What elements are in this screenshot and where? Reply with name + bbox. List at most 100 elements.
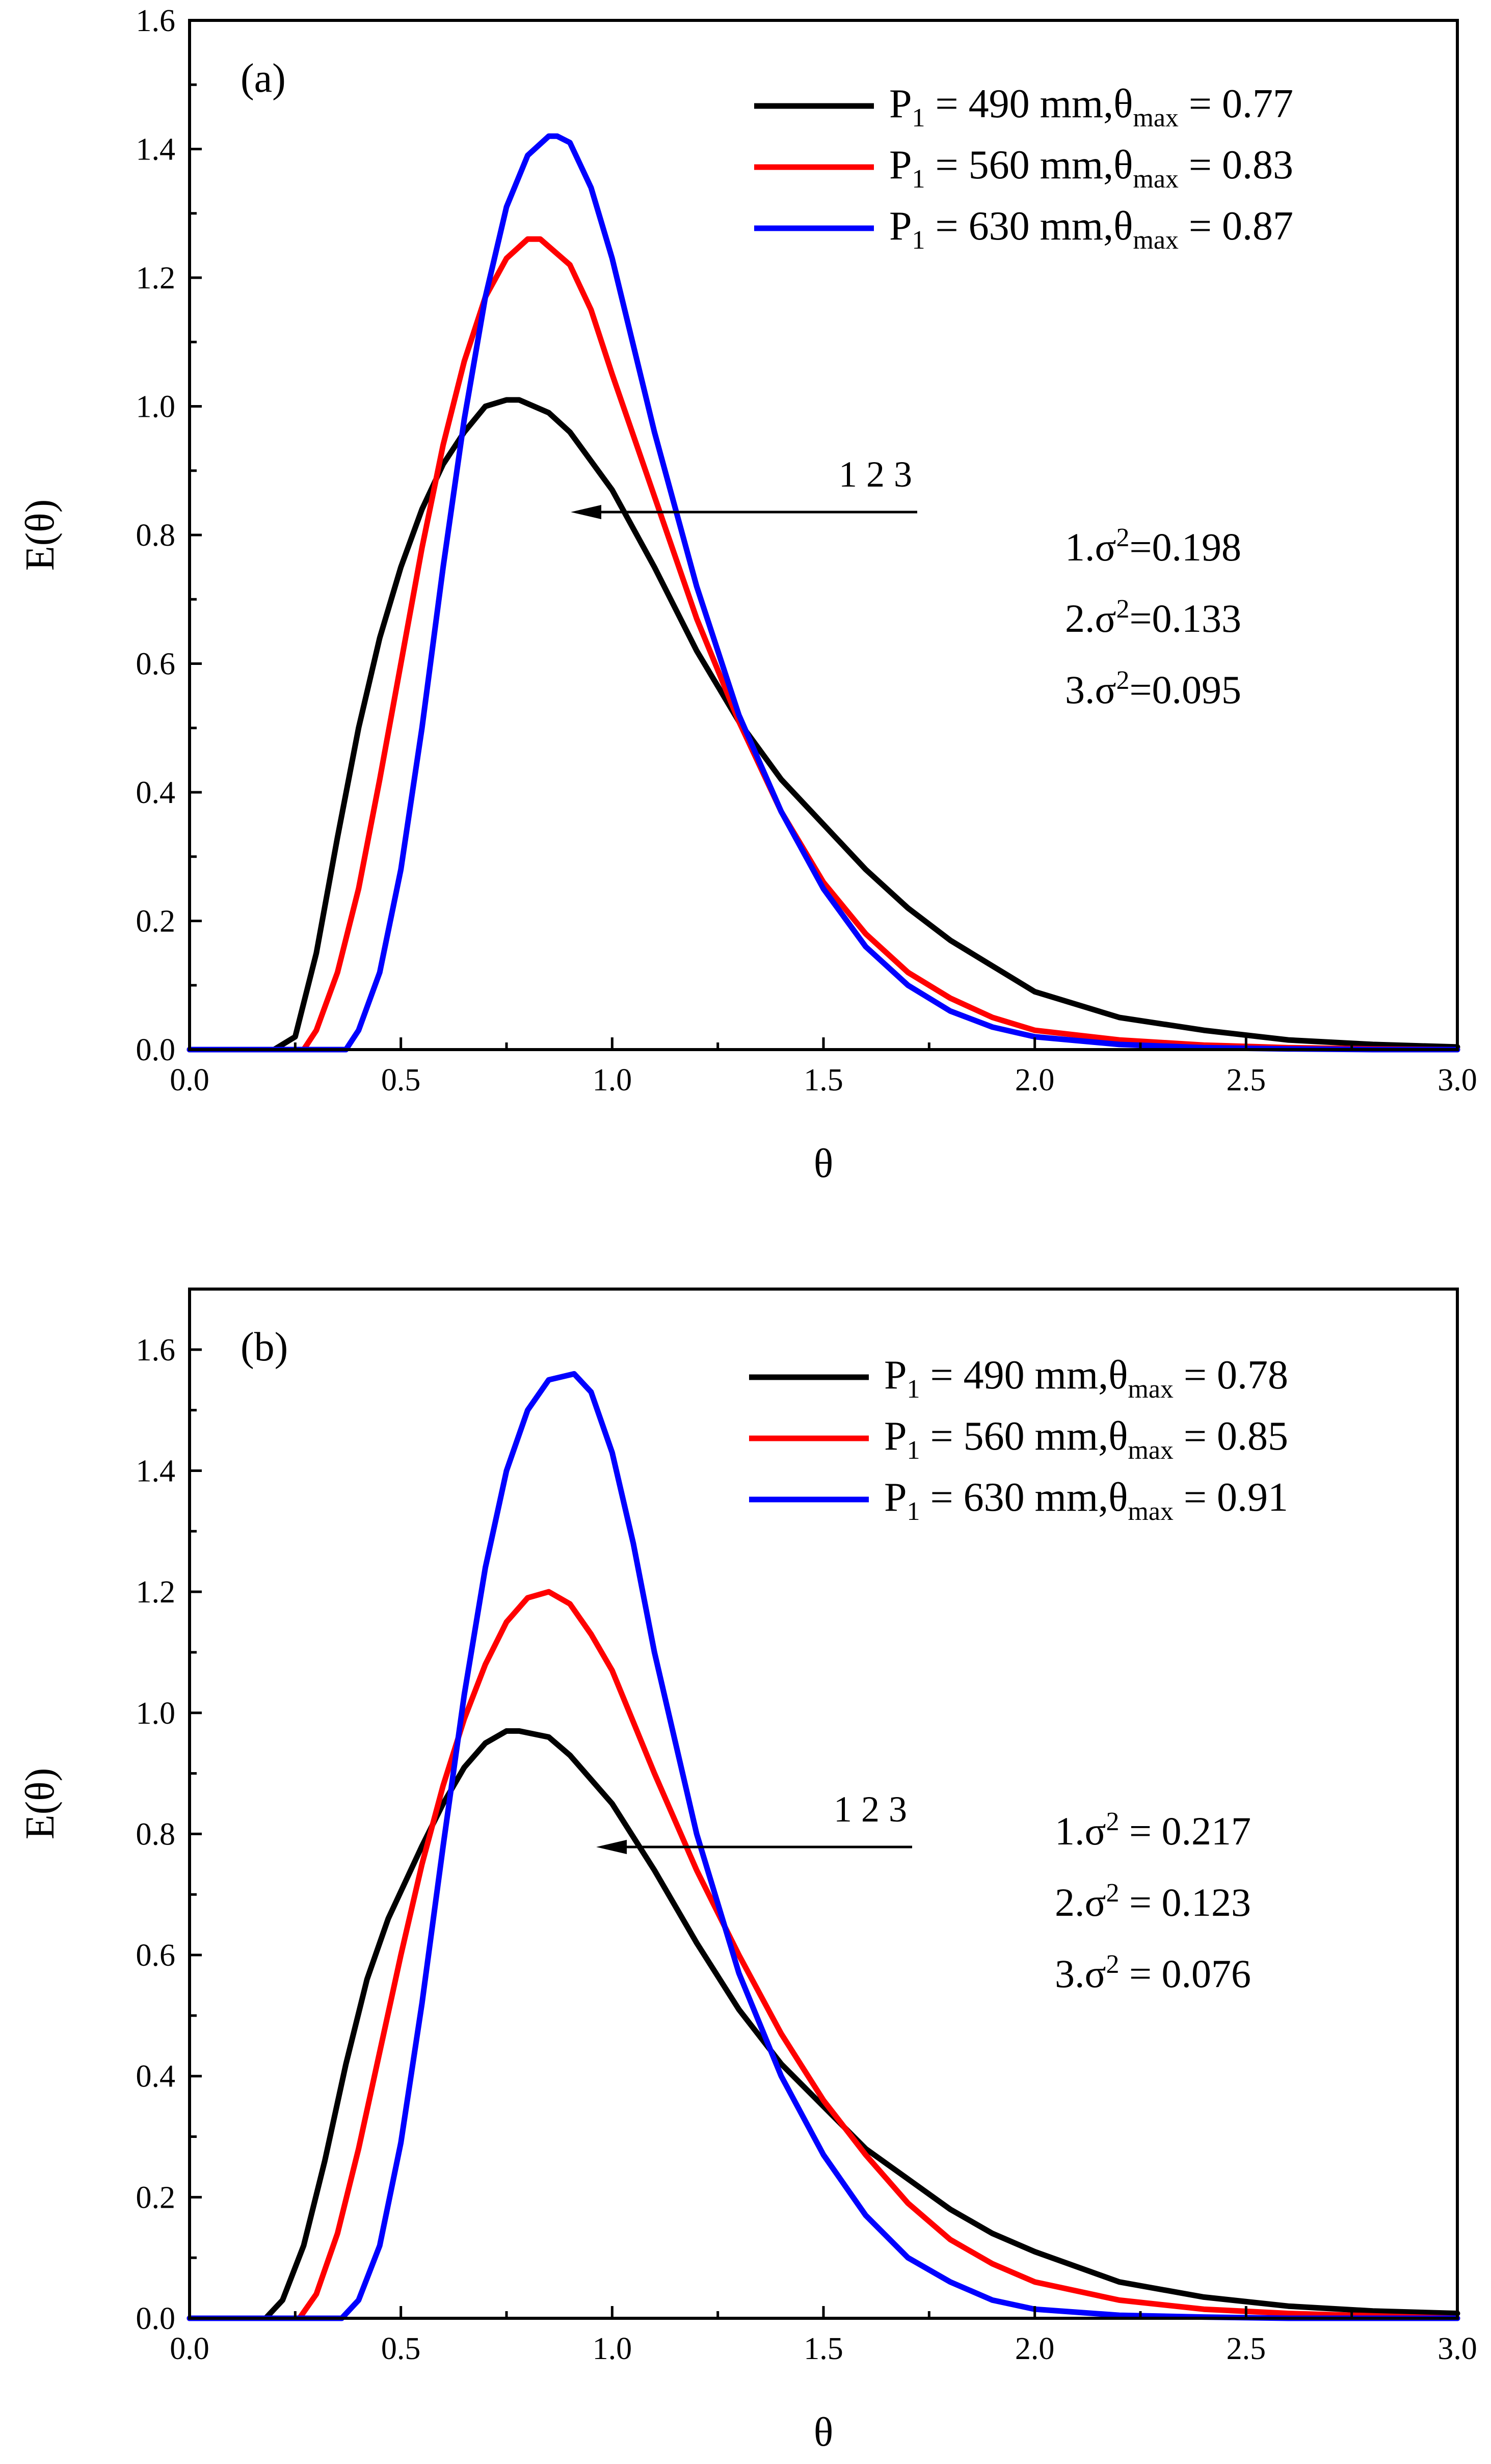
legend-text: P [889,143,912,188]
y-tick-label: 0.6 [136,647,176,682]
y-tick-label: 0.0 [136,1033,176,1067]
variance-annotation: 2.σ2=0.133 [1065,595,1241,640]
y-tick-label: 1.6 [136,4,176,38]
legend-subscript: 1 [907,1436,920,1465]
x-axis-label: θ [814,1141,833,1186]
x-tick-label: 1.5 [804,1063,843,1097]
x-axis-label: θ [814,2410,833,2455]
x-tick-label: 0.5 [381,1063,421,1097]
y-tick-label: 0.2 [136,2180,176,2215]
series-line-1 [187,397,1460,1053]
variance-superscript: 2 [1116,666,1130,695]
series-line-1 [187,1728,1460,2321]
variance-text: =0.095 [1130,667,1242,712]
legend-entry: P1 = 490 mm,θmax = 0.77 [889,82,1293,132]
x-tick-label: 0.5 [381,2332,421,2366]
variance-annotation: 3.σ2 = 0.076 [1055,1950,1251,1996]
legend-subscript: max [1133,103,1179,132]
x-tick-label: 1.0 [593,2332,632,2366]
legend-entry: P1 = 560 mm,θmax = 0.85 [884,1414,1288,1465]
legend-text: P [889,204,912,249]
legend-subscript: 1 [912,226,925,255]
panel-label: (b) [241,1325,288,1370]
y-tick-label: 0.4 [136,2059,176,2094]
legend-subscript: max [1128,1436,1174,1465]
y-axis-label: E(θ) [18,499,63,571]
y-tick-label: 0.4 [136,775,176,810]
x-tick-label: 1.5 [804,2332,843,2366]
y-tick-label: 1.2 [136,1575,176,1610]
legend-entry: P1 = 490 mm,θmax = 0.78 [884,1353,1288,1404]
series-line-2 [187,236,1460,1053]
legend-text: = 490 mm,θ [925,82,1133,126]
y-tick-label: 0.2 [136,904,176,939]
y-tick-label: 1.6 [136,1333,176,1368]
legend-text: = 630 mm,θ [920,1475,1128,1520]
y-axis-label: E(θ) [18,1768,63,1839]
variance-text: =0.133 [1130,596,1242,640]
chart-panel-a: 0.0 0.5 1.0 1.5 2.0 2.5 3.0 0.0 0.2 0.4 0.6 0.8 1.0 1… [18,4,1477,1186]
x-tick-label: 0.0 [170,2332,209,2366]
series-line-3 [187,133,1460,1053]
legend-subscript: 1 [907,1375,920,1404]
y-tick-label: 0.8 [136,1817,176,1852]
legend-text: P [889,82,912,126]
legend-subscript: 1 [912,103,925,132]
arrow-label: 1 2 3 [834,1789,907,1830]
variance-text: 1.σ [1055,1809,1106,1853]
variance-text: = 0.123 [1120,1880,1252,1924]
arrow-head [571,505,601,519]
legend-text: = 0.77 [1179,82,1293,126]
variance-superscript: 2 [1106,1950,1120,1979]
legend-entry: P1 = 630 mm,θmax = 0.87 [889,204,1293,255]
legend-subscript: 1 [907,1497,920,1526]
legend-text: P [884,1475,907,1520]
y-tick-label: 0.6 [136,1938,176,1973]
variance-superscript: 2 [1116,595,1130,624]
legend-subscript: max [1128,1497,1174,1526]
variance-text: = 0.076 [1120,1951,1252,1996]
y-tick-label: 1.0 [136,1696,176,1731]
x-tick-label: 0.0 [170,1063,209,1097]
variance-superscript: 2 [1106,1807,1120,1836]
y-tick-label: 1.2 [136,261,176,296]
legend-entry: P1 = 560 mm,θmax = 0.83 [889,143,1293,194]
variance-text: 3.σ [1065,667,1116,712]
y-tick-label: 1.4 [136,1454,176,1488]
legend-text: = 0.87 [1179,204,1293,249]
legend-text: = 0.78 [1174,1353,1288,1398]
y-tick-label: 0.0 [136,2301,176,2336]
legend-subscript: max [1133,165,1179,194]
x-tick-label: 2.0 [1015,2332,1055,2366]
variance-text: 1.σ [1065,525,1116,569]
legend-subscript: max [1133,226,1179,255]
variance-text: = 0.217 [1120,1809,1252,1853]
arrow-head [596,1840,627,1854]
legend-text: P [884,1414,907,1459]
variance-text: 2.σ [1055,1880,1106,1924]
variance-text: =0.198 [1130,525,1242,569]
series-line-2 [187,1589,1460,2321]
x-tick-label: 2.0 [1015,1063,1055,1097]
arrow-label: 1 2 3 [839,454,912,495]
y-tick-label: 0.8 [136,518,176,553]
variance-text: 2.σ [1065,596,1116,640]
variance-text: 3.σ [1055,1951,1106,1996]
variance-annotation: 3.σ2=0.095 [1065,666,1241,712]
variance-superscript: 2 [1116,523,1130,552]
variance-annotation: 1.σ2=0.198 [1065,523,1241,569]
variance-superscript: 2 [1106,1879,1120,1908]
legend-subscript: max [1128,1375,1174,1404]
legend-text: = 0.91 [1174,1475,1288,1520]
legend-text: = 490 mm,θ [920,1353,1128,1398]
y-tick-label: 1.0 [136,390,176,424]
legend-text: = 0.83 [1179,143,1293,188]
x-tick-label: 3.0 [1437,2332,1477,2366]
variance-annotation: 2.σ2 = 0.123 [1055,1879,1251,1924]
legend-text: = 630 mm,θ [925,204,1133,249]
legend-text: = 560 mm,θ [925,143,1133,188]
x-tick-label: 3.0 [1437,1063,1477,1097]
panel-label: (a) [241,56,286,101]
legend-subscript: 1 [912,165,925,194]
